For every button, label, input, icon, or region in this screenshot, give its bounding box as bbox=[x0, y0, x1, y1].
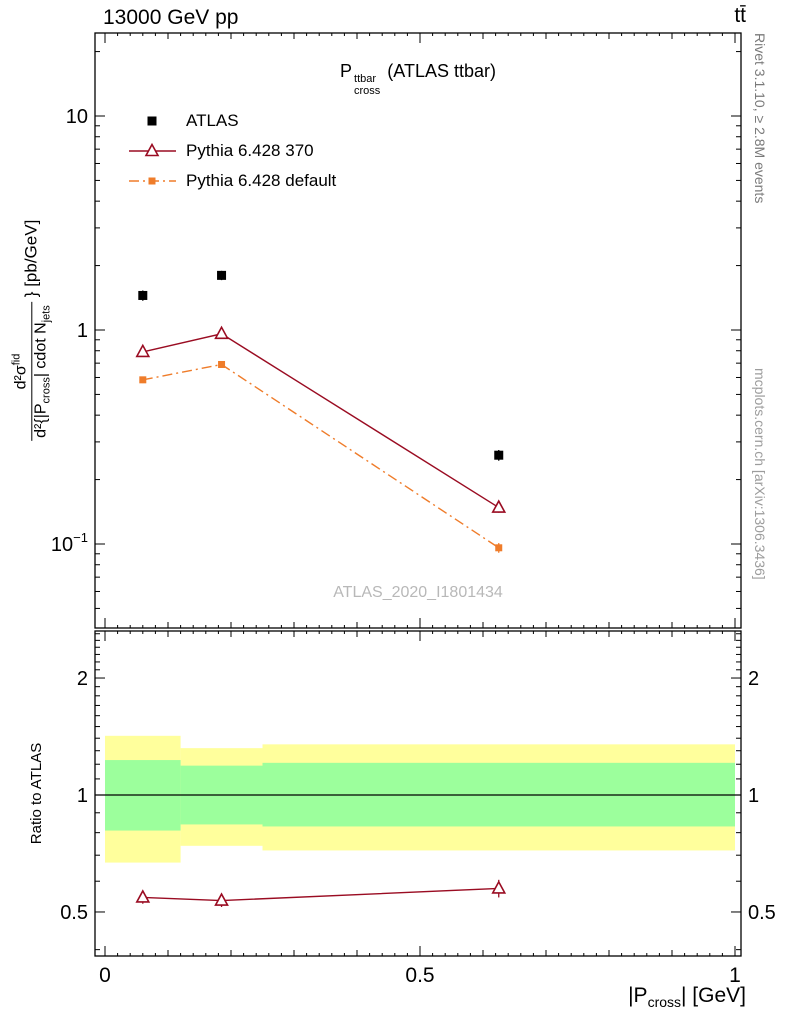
y-axis-fraction: d²σfid d²{|Pcross| cdot Njets bbox=[11, 301, 54, 441]
main-y-axis-title: d²σfid d²{|Pcross| cdot Njets } [pb/GeV] bbox=[2, 33, 62, 627]
svg-text:2: 2 bbox=[748, 668, 759, 690]
legend-item-atlas-label: ATLAS bbox=[186, 111, 239, 130]
x-axis-title-sub: cross bbox=[647, 994, 682, 1011]
svg-text:1: 1 bbox=[77, 785, 88, 807]
denominator-sub2: jets bbox=[40, 304, 53, 323]
svg-text:1: 1 bbox=[748, 785, 759, 807]
plot-title-base: P bbox=[340, 61, 353, 81]
svg-text:1: 1 bbox=[77, 320, 88, 342]
y-axis-fraction-numerator: d²σfid bbox=[11, 353, 32, 389]
denominator-mid: | cdot N bbox=[32, 322, 50, 377]
denominator-pre: d²{|P bbox=[32, 403, 50, 438]
svg-text:10: 10 bbox=[66, 106, 88, 128]
x-axis-title: |Pcross| [GeV] bbox=[628, 984, 746, 1010]
plot-title-sub: cross bbox=[354, 84, 381, 97]
ratio-uncertainty-bands bbox=[105, 735, 735, 863]
plot-title-supsub: ttbar cross bbox=[354, 73, 381, 97]
plot-title-suffix: (ATLAS ttbar) bbox=[382, 61, 496, 81]
ratio-frame bbox=[94, 630, 742, 957]
legend-item-pythia-default-label: Pythia 6.428 default bbox=[186, 171, 337, 190]
series-atlas bbox=[138, 270, 504, 461]
main-y-axis-title-text: d²σfid d²{|Pcross| cdot Njets } [pb/GeV] bbox=[11, 219, 54, 441]
legend-atlas-marker-icon bbox=[147, 116, 157, 126]
main-frame-x-ticks bbox=[104, 33, 736, 628]
plot-title-sup: ttbar bbox=[354, 73, 377, 85]
svg-text:0.5: 0.5 bbox=[60, 902, 88, 924]
process-label: tt̄ bbox=[734, 4, 746, 27]
svg-text:0: 0 bbox=[99, 964, 111, 987]
series-pythia-6-428-default bbox=[139, 360, 503, 553]
beam-energy-label: 13000 GeV pp bbox=[103, 6, 239, 29]
legend-markers bbox=[129, 116, 176, 185]
ratio-y-axis-title: Ratio to ATLAS bbox=[26, 631, 48, 956]
ratio-y-ticks bbox=[95, 633, 741, 951]
legend-item-pythia370-label: Pythia 6.428 370 bbox=[186, 141, 314, 160]
mcplots-credit-label: mcplots.cern.ch [arXiv:1306.3436] bbox=[752, 368, 768, 580]
denominator-sub1: cross bbox=[40, 376, 53, 404]
svg-text:0.5: 0.5 bbox=[405, 964, 434, 987]
watermark: ATLAS_2020_I1801434 bbox=[333, 584, 503, 601]
ratio-y-axis-title-text: Ratio to ATLAS bbox=[28, 742, 46, 845]
main-y-ticks bbox=[95, 51, 741, 609]
rivet-version-label: Rivet 3.1.10, ≥ 2.8M events bbox=[752, 33, 768, 204]
y-axis-units: } [pb/GeV] bbox=[21, 219, 41, 297]
series-pythia-6-428-370-atlas-ratio bbox=[135, 879, 507, 907]
legend-pythia370-marker-icon bbox=[129, 142, 176, 157]
y-axis-fraction-denominator: d²{|Pcross| cdot Njets bbox=[31, 301, 54, 441]
x-axis-title-pre: |P bbox=[628, 984, 648, 1007]
numerator-sup: fid bbox=[10, 353, 23, 366]
legend-pythia-default-marker-icon bbox=[129, 177, 176, 185]
svg-text:0.5: 0.5 bbox=[748, 902, 776, 924]
ratio-frame-x-ticks bbox=[104, 631, 736, 956]
svg-text:2: 2 bbox=[77, 668, 88, 690]
svg-text:1: 1 bbox=[729, 964, 741, 987]
series-pythia-6-428-370 bbox=[135, 325, 507, 513]
x-axis-title-post: | [GeV] bbox=[681, 984, 746, 1007]
numerator-text: d²σ bbox=[13, 365, 31, 390]
